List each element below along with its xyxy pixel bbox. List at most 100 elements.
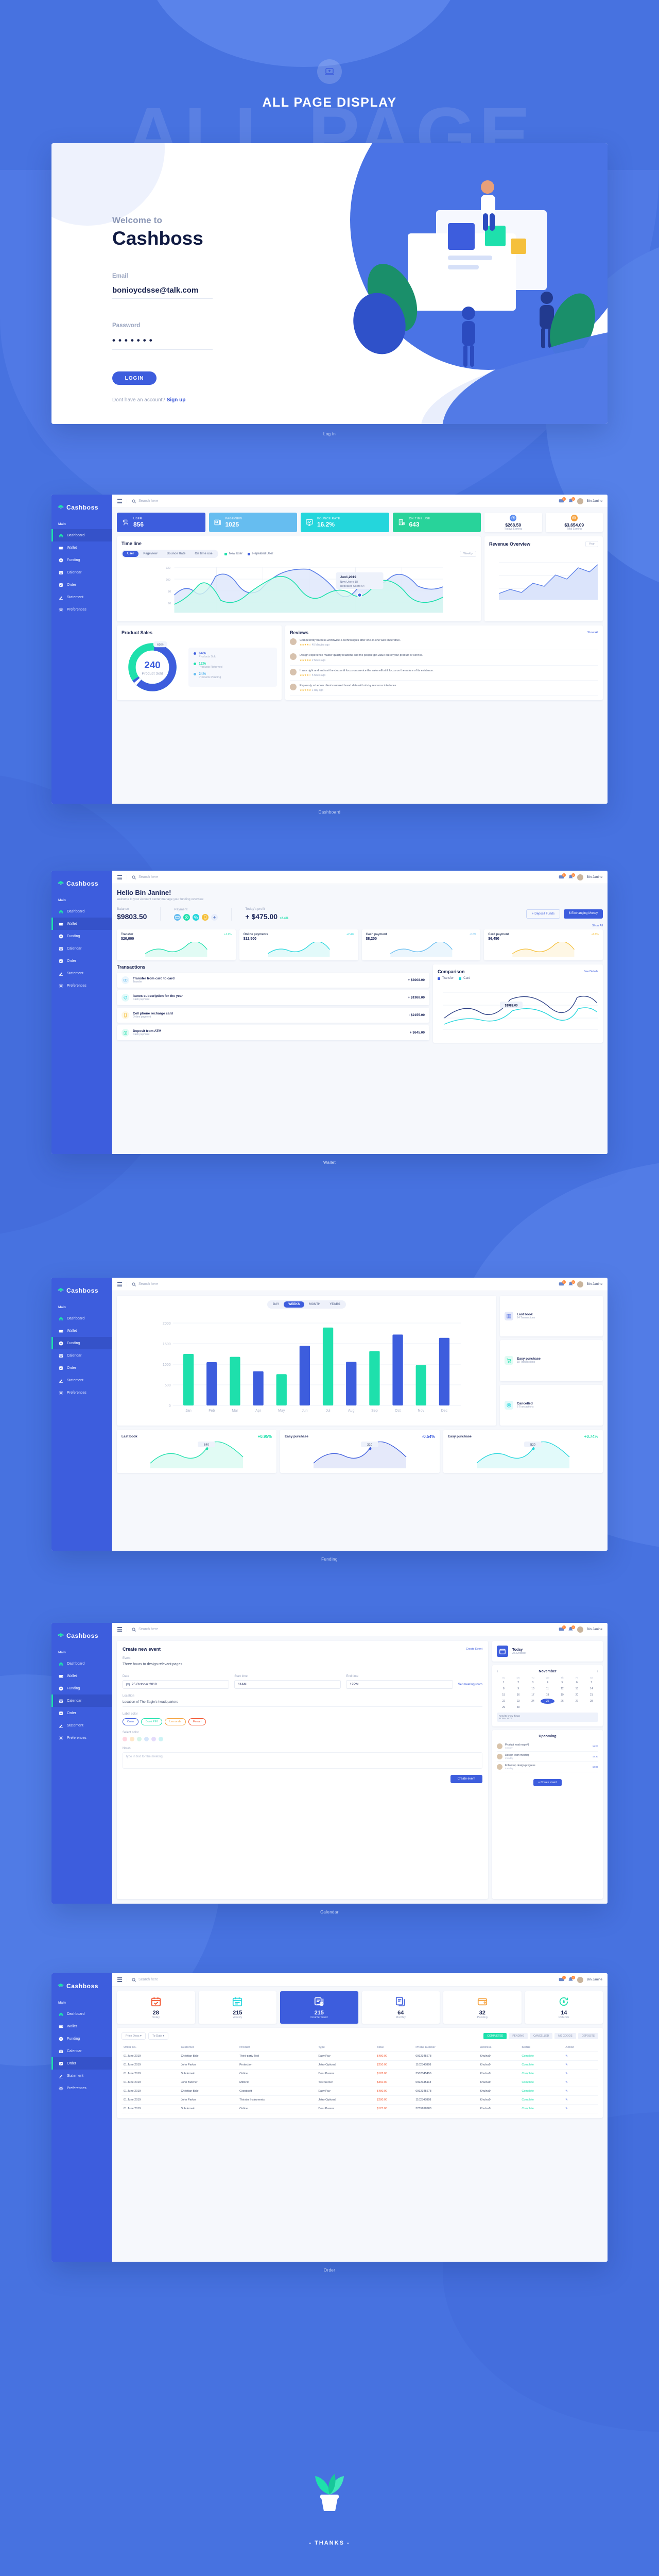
sidebar-item-calendar[interactable]: Calendar [51,1694,112,1707]
funding-tab-years[interactable]: YEARS [330,1303,340,1306]
signup-link[interactable]: Sign up [166,397,186,403]
order-tile-refunds[interactable]: 14 Refunds [525,1991,603,2024]
bell-icon[interactable]: 5 [568,497,575,504]
sidebar-item-order[interactable]: Order [51,2057,112,2070]
sidebar-item-statement[interactable]: Statement [51,2070,112,2082]
order-status-tab-completed[interactable]: COMPLETED [483,2033,507,2039]
message-icon[interactable]: 3 [559,873,566,880]
wallet-mini-card[interactable]: Cash payment -0.6% $8,200 [361,929,481,960]
prev-month-icon[interactable]: ‹ [497,1670,498,1673]
calendar-day[interactable]: 24 [531,1700,534,1703]
calendar-day[interactable]: 21 [590,1693,593,1697]
calendar-day[interactable]: 12 [561,1687,564,1690]
sidebar-item-preferences[interactable]: Preferences [51,1386,112,1399]
sidebar-item-dashboard[interactable]: Dashboard [51,2008,112,2020]
sidebar-item-dashboard[interactable]: Dashboard [51,529,112,541]
edit-icon[interactable]: ✎ [565,2063,568,2066]
sidebar-item-statement[interactable]: Statement [51,1374,112,1386]
sidebar-item-calendar[interactable]: Calendar [51,566,112,579]
calendar-day[interactable]: 29 [502,1706,505,1709]
start-time-input[interactable]: 11AM [234,1680,341,1689]
calendar-day[interactable]: 26 [561,1700,564,1703]
table-row[interactable]: 01 June 2019 John Parker Protection Jetro O… [122,2060,598,2070]
funding-bottom-card[interactable]: Last book +0.95% 640 [117,1430,276,1473]
sidebar-item-wallet[interactable]: Wallet [51,1670,112,1682]
calendar-day[interactable]: 4 [547,1681,548,1684]
avatar[interactable] [577,498,583,504]
calendar-day[interactable]: 2 [517,1681,519,1684]
notes-input[interactable]: type in text for the meeting [123,1752,482,1769]
add-event-button[interactable]: + Create event [533,1779,562,1786]
event-input[interactable]: Three hours to design relevant pages [123,1660,482,1669]
order-tile-today[interactable]: 28 Today [117,1991,195,2024]
bell-icon[interactable]: 5 [568,1625,575,1632]
sidebar-item-funding[interactable]: Funding [51,2032,112,2045]
sidebar-item-wallet[interactable]: Wallet [51,918,112,930]
edit-icon[interactable]: ✎ [565,2090,568,2093]
sidebar-item-order[interactable]: Order [51,1707,112,1719]
stat-tile-user[interactable]: USER 856 [117,513,205,532]
revenue-select[interactable]: Year [585,541,598,547]
message-icon[interactable]: 3 [559,497,566,504]
funding-tab-month[interactable]: MONTH [309,1303,321,1306]
email-input[interactable] [112,279,213,299]
order-filter-price-desc[interactable]: Price Desc ▾ [122,2032,146,2040]
upcoming-item[interactable]: Design team meeting monday 14:30 [497,1752,598,1762]
calendar-day[interactable]: 27 [575,1700,579,1703]
order-tile-monthly[interactable]: 64 Monthly [361,1991,440,2024]
calendar-day[interactable]: 20 [575,1693,579,1697]
edit-icon[interactable]: ✎ [565,2098,568,2102]
order-filter-to-date[interactable]: To Date ▾ [148,2032,169,2040]
label-tag-book-pin[interactable]: Book PIN [141,1718,163,1725]
calendar-day[interactable]: 13 [575,1687,579,1690]
login-button[interactable]: LOGIN [112,371,157,385]
search-box[interactable]: Search here [127,1627,554,1632]
calendar-day[interactable]: 18 [546,1693,549,1697]
sidebar-item-dashboard[interactable]: Dashboard [51,1657,112,1670]
order-status-tab-pending[interactable]: PENDING [509,2033,528,2039]
avatar[interactable] [577,1626,583,1633]
reviews-show-all[interactable]: Show All [587,631,598,634]
timeline-range-select[interactable]: Weekly [460,551,476,557]
swatch-cyan[interactable] [159,1737,163,1741]
calendar-day[interactable]: 14 [590,1687,593,1690]
sidebar-item-statement[interactable]: Statement [51,967,112,979]
sidebar-item-funding[interactable]: Funding [51,930,112,942]
sidebar-item-preferences[interactable]: Preferences [51,2082,112,2094]
search-box[interactable]: Search here [127,1282,554,1286]
timeline-tab-pageview[interactable]: Pageview [143,552,158,555]
sidebar-item-dashboard[interactable]: Dashboard [51,905,112,918]
sidebar-item-order[interactable]: Order [51,579,112,591]
end-time-input[interactable]: 12PM [346,1680,453,1689]
card-icon[interactable] [174,913,181,921]
calendar-day[interactable]: 5 [561,1681,563,1684]
edit-icon[interactable]: ✎ [565,2107,568,2110]
location-input[interactable]: Location of The Eagle's headquarters [123,1698,482,1707]
label-tag-ferrari[interactable]: Ferrari [188,1718,206,1725]
calendar-day[interactable]: 19 [561,1693,564,1697]
sidebar-item-funding[interactable]: Funding [51,1682,112,1694]
next-month-icon[interactable]: › [597,1670,598,1673]
edit-icon[interactable]: ✎ [565,2081,568,2084]
exchange-money-button[interactable]: $ Exchanging Money [563,909,603,919]
order-status-tab-no goods[interactable]: NO GOODS [554,2033,576,2039]
swatch-green[interactable] [137,1737,142,1741]
order-status-tab-cancelled[interactable]: CANCELLED [530,2033,553,2039]
avatar[interactable] [577,874,583,880]
sidebar-item-wallet[interactable]: Wallet [51,541,112,554]
sidebar-item-funding[interactable]: Funding [51,554,112,566]
upcoming-item[interactable]: Product road map #1 sunday 12:00 [497,1741,598,1752]
swatch-pink[interactable] [123,1737,127,1741]
order-status-tab-deposits[interactable]: DEPOSITS [578,2033,598,2039]
message-icon[interactable]: 3 [559,1976,566,1982]
message-icon[interactable]: 3 [559,1625,566,1632]
transaction-row[interactable]: Transfer from card to card Transfer + $300… [117,973,429,988]
funding-bottom-card[interactable]: Easy purchase -0.54% 310 [280,1430,440,1473]
timeline-tab-bounce-rate[interactable]: Bounce Rate [166,552,186,555]
add-icon[interactable] [211,913,218,921]
funding-bottom-card[interactable]: Easy purchase +0.74% 520 [443,1430,603,1473]
comparison-see-details[interactable]: See Details [583,970,598,973]
calendar-day[interactable]: 11 [546,1687,549,1690]
table-row[interactable]: 01 June 2019 Subdomain Online Dear Parens $1… [122,2104,598,2113]
message-icon[interactable]: 3 [559,1280,566,1287]
